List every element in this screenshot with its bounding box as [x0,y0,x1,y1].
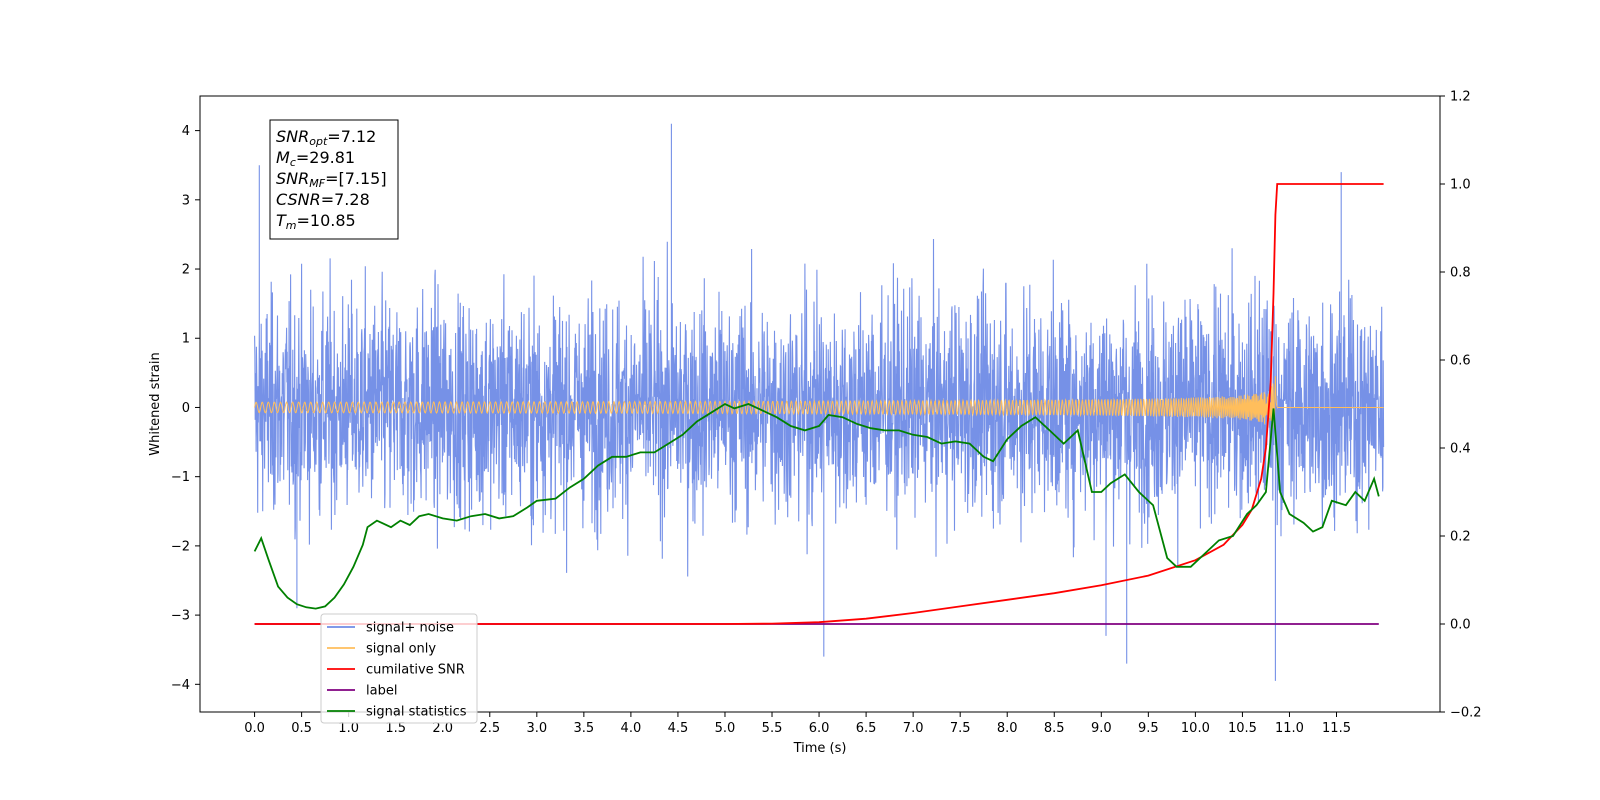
x-tick-label-1: 0.5 [291,721,312,736]
stat-value: =7.28 [321,190,370,209]
y-axis-left: 4 3 2 1 0 −1 −2 −3 −4 [171,124,200,693]
x-tick-label-9: 4.5 [668,721,689,736]
stat-line-0: SNRopt=7.12 [276,127,376,148]
x-tick-label-3: 1.5 [385,721,406,736]
y-left-tick-label-1: 3 [182,193,190,208]
legend-label-2: cumilative SNR [366,663,465,678]
y-left-tick-label-7: −3 [171,609,190,624]
plot-frame [199,95,1441,713]
x-tick-label-10: 5.0 [715,721,736,736]
legend-frame [320,613,478,724]
x-tick-label-17: 8.5 [1044,721,1065,736]
stat-subscript: c [290,156,296,169]
x-tick-label-21: 10.5 [1228,721,1257,736]
x-tick-label-7: 3.5 [574,721,595,736]
legend-label-0: signal+ noise [366,621,454,636]
x-tick-label-0: 0.0 [244,721,265,736]
series-signal-only [254,376,1384,429]
stat-value: =29.81 [296,148,355,167]
y-right-tick-label-2: 0.8 [1450,266,1471,281]
y-left-tick-label-8: −4 [171,678,190,693]
stat-value: =10.85 [297,211,356,230]
stat-subscript: m [286,219,297,232]
y-right-tick-label-0: 1.2 [1450,90,1471,105]
x-tick-label-5: 2.5 [479,721,500,736]
x-tick-label-22: 11.0 [1275,721,1304,736]
series-cumulative-snr [254,183,1384,625]
stat-subscript: MF [309,177,325,190]
stat-symbol: CSNR [276,190,321,209]
stat-symbol: SNR [276,127,309,146]
x-tick-label-4: 2.0 [432,721,453,736]
stat-line-1: Mc=29.81 [276,148,355,169]
stat-line-3: CSNR=7.28 [276,190,370,209]
legend-label-3: label [366,684,397,699]
x-tick-label-12: 6.0 [809,721,830,736]
series-layer [253,123,1385,681]
x-tick-label-15: 7.5 [950,721,971,736]
x-tick-label-6: 3.0 [526,721,547,736]
y-axis-label: Whitened strain [148,352,163,455]
x-tick-label-16: 8.0 [997,721,1018,736]
y-left-tick-label-0: 4 [182,124,190,139]
y-right-tick-label-5: 0.2 [1450,530,1471,545]
x-tick-label-23: 11.5 [1322,721,1351,736]
stat-value: =[7.15] [325,169,387,188]
stat-line-2: SNRMF=[7.15] [276,169,387,190]
stats-box-frame [269,119,399,240]
y-right-tick-label-4: 0.4 [1450,442,1471,457]
stat-symbol: M [276,148,290,167]
y-left-tick-label-3: 1 [182,332,190,347]
x-axis: 0.0 0.5 1.0 1.5 2.0 2.5 3.0 3.5 4.0 4.5 5.0 5.5 6.0 6… [244,712,1351,736]
x-tick-label-13: 6.5 [856,721,877,736]
y-left-tick-label-2: 2 [182,263,190,278]
x-tick-label-18: 9.0 [1091,721,1112,736]
stat-value: =7.12 [327,127,376,146]
y-axis-right: 1.2 1.0 0.8 0.6 0.4 0.2 0.0 −0.2 [1440,90,1482,721]
stats-annotation-box: SNRopt=7.12Mc=29.81SNRMF=[7.15]CSNR=7.28… [269,119,399,240]
legend-label-4: signal statistics [366,705,467,720]
legend-label-1: signal only [366,642,436,657]
x-tick-label-14: 7.0 [903,721,924,736]
x-tick-label-20: 10.0 [1181,721,1210,736]
x-axis-label: Time (s) [793,741,847,756]
series-signal-noise [254,123,1385,681]
y-right-tick-label-7: −0.2 [1450,706,1482,721]
y-right-tick-label-3: 0.6 [1450,354,1471,369]
y-left-tick-label-6: −2 [171,539,190,554]
y-left-tick-label-5: −1 [171,470,190,485]
y-right-tick-label-1: 1.0 [1450,178,1471,193]
series-signal-statistics [253,402,1380,610]
legend: signal+ noise signal only cumilative SNR la… [320,613,478,724]
x-tick-label-2: 1.0 [338,721,359,736]
x-tick-label-19: 9.5 [1138,721,1159,736]
x-tick-label-8: 4.0 [621,721,642,736]
stat-symbol: SNR [276,169,309,188]
y-left-tick-label-4: 0 [182,401,190,416]
y-right-tick-label-6: 0.0 [1450,618,1471,633]
x-tick-label-11: 5.5 [762,721,783,736]
stat-subscript: opt [309,135,328,148]
stat-line-4: Tm=10.85 [276,211,356,232]
stat-symbol: T [276,211,287,230]
